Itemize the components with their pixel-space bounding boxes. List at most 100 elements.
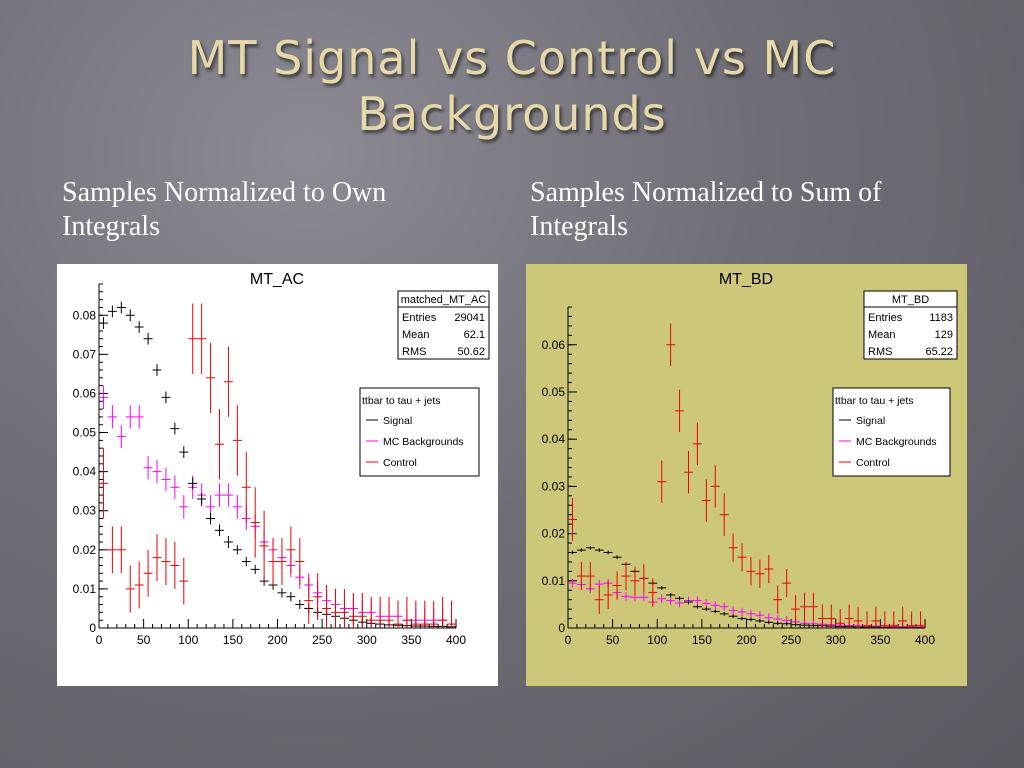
stats-value-mean: 129 (935, 329, 953, 341)
data-point (304, 577, 314, 625)
data-point (179, 557, 189, 605)
data-point (755, 619, 765, 623)
chart-panel-mt-bd: MT_BD 0 50 100 150 200 250 300 350 400 0 0.01 0.02 0.… (526, 264, 967, 686)
data-point (277, 538, 287, 585)
stats-label-entries: Entries (868, 312, 903, 324)
data-point (197, 493, 207, 505)
data-point (871, 606, 881, 628)
stats-box: MT_BD Entries 1183 Mean 129 RMS 65.22 (863, 290, 958, 360)
data-point (179, 446, 189, 458)
chart-title: MT_AC (250, 271, 304, 288)
data-point (295, 538, 305, 585)
data-point (862, 611, 872, 628)
data-point (630, 566, 640, 595)
data-point (603, 550, 613, 555)
data-point (215, 483, 224, 507)
slide-title: MT Signal vs Control vs MC Backgrounds (0, 30, 1024, 142)
data-point (223, 346, 233, 417)
data-point (393, 600, 403, 628)
legend-entry: MC Backgrounds (383, 436, 464, 448)
data-point (684, 450, 693, 494)
data-point (594, 585, 604, 614)
x-tick-label: 200 (267, 633, 287, 647)
data-point (853, 606, 863, 628)
data-point (277, 588, 287, 598)
legend-entry: MC Backgrounds (856, 436, 937, 448)
legend-frame (359, 387, 480, 477)
data-point (250, 487, 260, 558)
data-point (701, 599, 711, 608)
data-point (215, 524, 224, 537)
y-tick-label: 0.02 (73, 543, 97, 557)
legend-frame (832, 387, 951, 477)
chart-mt-ac: MT_AC 0 50 100 150 200 250 300 350 400 0 0.01 0.02 0.… (73, 271, 490, 647)
data-point (898, 606, 908, 628)
x-tick-label: 200 (736, 633, 756, 647)
data-point (585, 545, 595, 550)
y-tick-label: 0.07 (73, 347, 97, 361)
slide-title-line-2: Backgrounds (357, 87, 667, 141)
data-point (241, 452, 251, 523)
data-point (737, 616, 747, 621)
data-point (420, 600, 430, 628)
data-point (152, 364, 162, 376)
data-point (568, 578, 577, 588)
data-point (161, 391, 171, 404)
data-point (666, 596, 676, 605)
x-tick-label: 400 (446, 633, 466, 647)
data-point (339, 588, 349, 628)
data-point (782, 568, 792, 598)
slide-title-line-1: MT Signal vs Control vs MC (187, 31, 837, 85)
data-point (666, 323, 676, 367)
data-point (161, 467, 171, 492)
data-point (880, 611, 890, 628)
y-tick-label: 0 (89, 621, 96, 635)
data-point (107, 526, 117, 574)
data-point (134, 321, 144, 333)
y-tick-label: 0.05 (73, 426, 97, 440)
data-point (170, 542, 180, 589)
y-tick-label: 0.04 (73, 465, 97, 479)
data-point (152, 459, 162, 484)
y-tick-label: 0.02 (542, 527, 566, 541)
data-point (313, 573, 323, 621)
y-tick-label: 0.04 (542, 432, 566, 446)
legend-entry: Control (856, 457, 890, 469)
stats-label-mean: Mean (402, 329, 430, 341)
data-point (719, 493, 729, 536)
data-point (125, 565, 135, 613)
legend: ttbar to tau + jets Signal MC Backgrounds C… (832, 387, 951, 477)
data-point (737, 607, 747, 617)
data-point (684, 600, 693, 604)
chart-panel-mt-ac: MT_AC 0 50 100 150 200 250 300 350 400 0 0.01 0.02 0.… (57, 264, 498, 686)
data-point (357, 592, 367, 628)
data-point (576, 561, 586, 591)
x-tick-label: 0 (96, 633, 103, 647)
data-point (844, 604, 854, 628)
x-tick-label: 350 (401, 633, 421, 647)
data-point (375, 596, 385, 628)
x-tick-label: 400 (915, 633, 935, 647)
data-point (648, 578, 658, 607)
legend-header: ttbar to tau + jets (362, 395, 441, 407)
stats-label-mean: Mean (868, 329, 896, 341)
x-tick-label: 250 (312, 633, 332, 647)
data-point (889, 611, 899, 628)
y-tick-label: 0.06 (542, 338, 566, 352)
data-point (568, 498, 577, 541)
data-point (746, 557, 756, 586)
data-point (286, 592, 296, 602)
data-point (99, 448, 108, 519)
data-point (621, 592, 631, 601)
data-point (188, 477, 198, 490)
stats-label-rms: RMS (868, 346, 892, 358)
y-tick-label: 0.01 (542, 574, 566, 588)
legend-entry: Signal (856, 415, 885, 427)
data-point (134, 561, 144, 609)
data-point (366, 596, 376, 628)
stats-box: matched_MT_AC Entries 29041 Mean 62.1 RMS 50.6… (397, 290, 490, 360)
x-tick-label: 150 (223, 633, 243, 647)
data-point (728, 533, 738, 562)
data-point (621, 561, 631, 591)
data-point (764, 613, 774, 622)
